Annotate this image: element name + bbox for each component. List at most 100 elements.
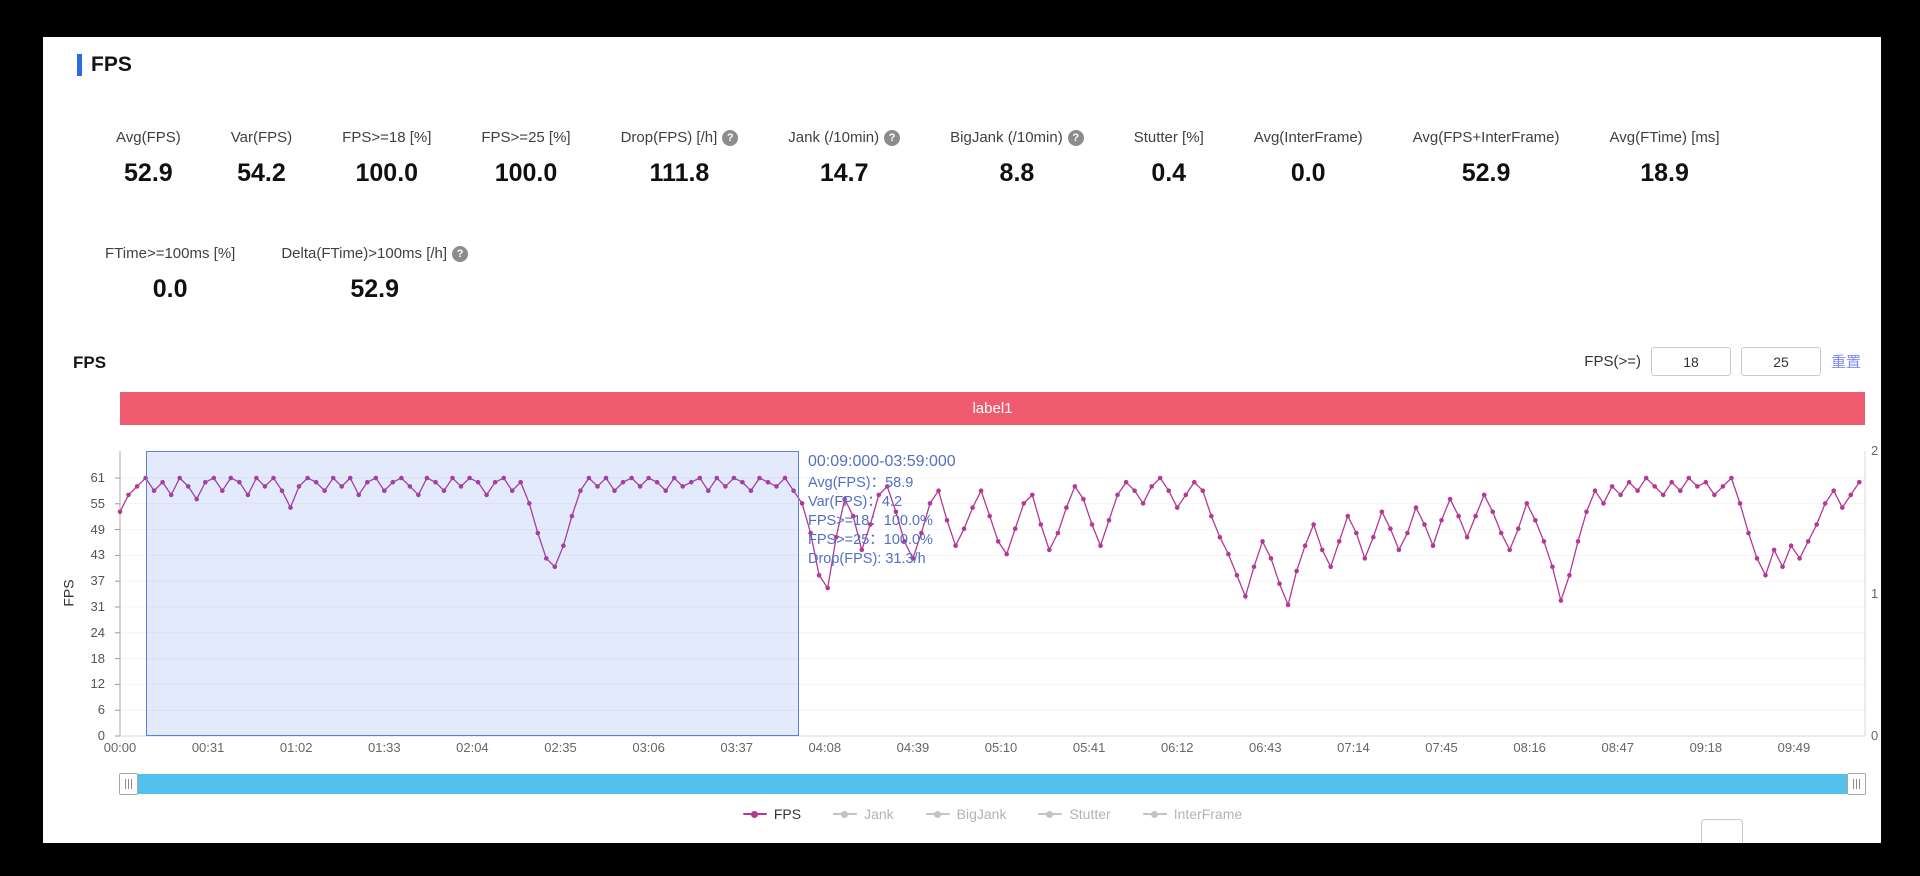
metric-2: FPS>=18 [%] 100.0 — [342, 129, 431, 188]
metric-3: FPS>=25 [%] 100.0 — [481, 129, 570, 188]
metric-label: FPS>=18 [%] — [342, 129, 432, 146]
metric-5: Jank (/10min)? 14.7 — [788, 129, 901, 188]
x-tick-label: 00:31 — [191, 740, 225, 755]
fps-threshold-low-input[interactable] — [1650, 347, 1731, 376]
selection-region[interactable] — [145, 451, 800, 736]
legend-item-jank[interactable]: Jank — [833, 806, 894, 822]
x-tick-label: 01:02 — [279, 740, 313, 755]
tooltip-range: 00:09:000-03:59:000 — [808, 453, 956, 470]
metric-10: Avg(FTime) [ms] 18.9 — [1610, 129, 1720, 188]
y-tick-label: 0 — [97, 728, 105, 743]
x-tick-label: 03:37 — [720, 740, 753, 755]
right-y-tick-label: 2 — [1871, 443, 1879, 458]
tooltip-line: FPS>=18：100.0% — [808, 513, 933, 529]
reset-link[interactable]: 重置 — [1830, 354, 1861, 371]
x-tick-label: 02:35 — [544, 740, 577, 755]
legend-line-icon — [925, 810, 950, 818]
legend-dot-icon — [1046, 810, 1054, 818]
metric-4: Drop(FPS) [/h]? 111.8 — [621, 129, 739, 188]
tooltip-line: Avg(FPS)：58.9 — [808, 475, 914, 491]
metrics-row-2: FTime>=100ms [%] 0.0 Delta(FTime)>100ms [/… — [105, 245, 469, 304]
metric-value: 14.7 — [819, 159, 869, 187]
metric-value: 18.9 — [1640, 159, 1689, 187]
x-tick-label: 06:43 — [1249, 740, 1282, 755]
legend-item-interframe[interactable]: InterFrame — [1142, 806, 1243, 822]
metric-label: FTime>=100ms [%] — [105, 245, 236, 262]
partial-input-box[interactable] — [1701, 819, 1743, 843]
tooltip-line: Var(FPS)：4.2 — [808, 494, 903, 510]
right-y-tick-label: 0 — [1871, 728, 1879, 743]
legend-item-stutter[interactable]: Stutter — [1038, 806, 1111, 822]
metric-label: Avg(FPS+InterFrame) — [1412, 129, 1560, 146]
metric-label: Drop(FPS) [/h]? — [621, 129, 739, 146]
legend-line-icon — [833, 810, 858, 818]
y-tick-label: 31 — [90, 598, 105, 614]
legend-label: FPS — [773, 806, 802, 822]
metric-value: 111.8 — [649, 159, 710, 187]
legend-item-fps[interactable]: FPS — [742, 806, 802, 822]
metric-value: 0.4 — [1151, 159, 1187, 187]
metric-label: Stutter [%] — [1133, 129, 1204, 146]
selection-tooltip: 00:09:000-03:59:000 Avg(FPS)：58.9 Var(FP… — [808, 453, 956, 569]
grip-icon — [125, 779, 132, 789]
x-axis: 00:00 00:31 01:02 01:33 02:04 02:35 03:06 03:37… — [104, 740, 1865, 760]
x-tick-label: 06:12 — [1160, 740, 1194, 755]
legend-dot-icon — [933, 810, 941, 818]
header-accent-bar — [77, 54, 82, 76]
metric-6: BigJank (/10min)? 8.8 — [950, 129, 1084, 188]
datazoom-left-handle[interactable] — [119, 773, 138, 795]
metric-label: Var(FPS) — [230, 129, 293, 146]
metric-label: FPS>=25 [%] — [481, 129, 571, 146]
x-tick-label: 08:47 — [1601, 740, 1635, 755]
legend-item-bigjank[interactable]: BigJank — [925, 806, 1007, 822]
chart-legend: FPS Jank BigJank Stutter InterFrame — [120, 806, 1865, 822]
tooltip-line: Drop(FPS): 31.3/h — [808, 551, 926, 567]
x-tick-label: 02:04 — [456, 740, 489, 755]
panel-title: FPS — [91, 53, 132, 76]
y-tick-label: 61 — [90, 469, 105, 485]
legend-label: BigJank — [956, 806, 1007, 822]
metric-label: Jank (/10min)? — [788, 129, 901, 146]
metric-value: 8.8 — [999, 159, 1035, 187]
chart-svg — [115, 451, 1866, 737]
help-icon[interactable]: ? — [722, 129, 739, 146]
metric-0: FTime>=100ms [%] 0.0 — [105, 245, 235, 304]
y-tick-label: 12 — [90, 676, 105, 692]
legend-line-icon — [742, 810, 767, 818]
grip-icon — [1853, 779, 1860, 789]
x-tick-label: 08:16 — [1513, 740, 1546, 755]
y-tick-label: 49 — [90, 521, 105, 537]
fps-chart-plot[interactable]: 00:09:000-03:59:000 Avg(FPS)：58.9 Var(FP… — [115, 451, 1866, 737]
x-tick-label: 09:18 — [1689, 740, 1723, 755]
help-icon[interactable]: ? — [1067, 129, 1084, 146]
help-icon[interactable]: ? — [884, 129, 901, 146]
datazoom-right-handle[interactable] — [1847, 773, 1866, 795]
metrics-row-1: Avg(FPS) 52.9 Var(FPS) 54.2 FPS>=18 [%] 100.0… — [116, 129, 1720, 188]
legend-dot-icon — [841, 810, 849, 818]
legend-dot-icon — [1150, 810, 1158, 818]
help-icon[interactable]: ? — [452, 245, 469, 262]
tooltip-line: FPS>=25：100.0% — [808, 532, 933, 548]
y-tick-label: 6 — [97, 702, 105, 718]
datazoom-scrollbar[interactable] — [119, 773, 1866, 795]
fps-threshold-high-input[interactable] — [1740, 347, 1821, 376]
fps-panel: FPS Avg(FPS) 52.9 Var(FPS) 54.2 FPS>=18 [%] 1… — [43, 37, 1881, 843]
x-tick-label: 07:45 — [1425, 740, 1458, 755]
x-tick-label: 00:00 — [103, 740, 137, 755]
metric-label: Avg(InterFrame) — [1253, 129, 1363, 146]
legend-label: InterFrame — [1173, 806, 1243, 822]
metric-value: 0.0 — [1290, 159, 1326, 187]
legend-label: Jank — [864, 806, 894, 822]
label1-banner[interactable]: label1 — [120, 392, 1865, 425]
metric-value: 54.2 — [237, 159, 286, 187]
x-tick-label: 05:41 — [1072, 740, 1106, 755]
filter-label: FPS(>=) — [1584, 353, 1641, 370]
panel-header: FPS — [77, 53, 132, 77]
x-tick-label: 07:14 — [1337, 740, 1370, 755]
x-tick-label: 04:08 — [808, 740, 842, 755]
metric-value: 52.9 — [1461, 159, 1511, 187]
y-tick-label: 37 — [90, 573, 105, 589]
x-tick-label: 03:06 — [632, 740, 665, 755]
y-tick-label: 24 — [90, 624, 105, 640]
chart-section-title: FPS — [73, 353, 107, 372]
